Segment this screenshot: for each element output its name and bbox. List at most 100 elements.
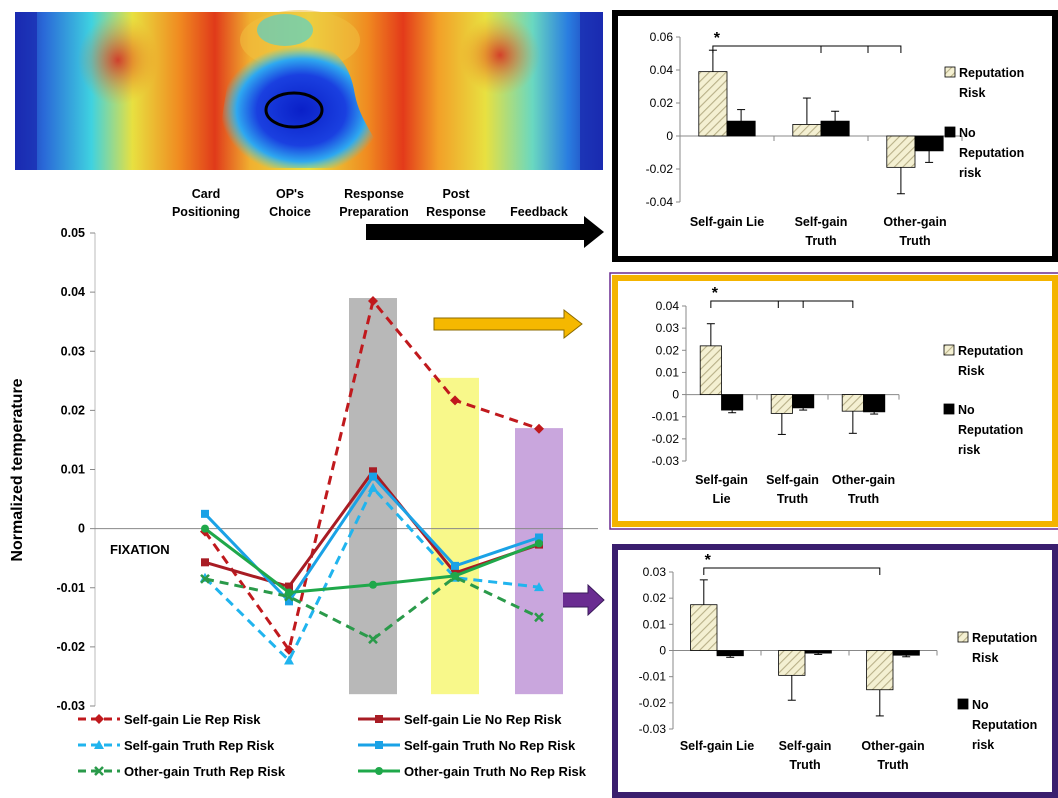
y-tick-label-4: -0.02 (646, 162, 674, 176)
category-label-3-1: Other-gain (883, 215, 946, 229)
legend-label-1-2: Risk (958, 364, 984, 378)
bar-s2-c1 (726, 120, 756, 137)
legend-label-3: Self-gain Truth Rep Risk (124, 738, 275, 753)
bar-s2-c2 (820, 120, 850, 137)
series-6-point-1 (201, 524, 209, 533)
legend-marker-3 (94, 740, 104, 749)
bar-s1-c1 (690, 604, 718, 651)
y-tick-label-4: 0.01 (61, 463, 85, 477)
category-label-2-2: Truth (777, 492, 808, 506)
legend-label-2-1: No (958, 403, 975, 417)
panel-frame (612, 544, 1058, 798)
legend-label-2-3: risk (958, 443, 980, 457)
y-tick-label-1: 0.04 (61, 285, 85, 299)
bar-panel-2: 0.04 0.03 0.02 0.01 0 -0.01 -0.02 -0.03 * Self-ga… (609, 272, 1058, 530)
significance-star: * (712, 285, 719, 302)
y-tick-label-0: 0.03 (643, 565, 667, 579)
category-label-3-2: Truth (877, 758, 908, 772)
series-6-point-4 (451, 571, 459, 580)
bar-s1-c3 (866, 650, 894, 691)
legend-marker-2 (375, 715, 383, 723)
legend-swatch-2 (957, 698, 969, 710)
significance-bracket (710, 300, 854, 308)
panel-outer-border (609, 272, 1058, 530)
bar-panel-3: 0.03 0.02 0.01 0 -0.01 -0.02 -0.03 * Self-gain L… (612, 544, 1058, 798)
significance-star: * (714, 30, 721, 47)
stage-label-5: Feedback (510, 205, 568, 219)
legend-label-1-1: Reputation (958, 344, 1023, 358)
bar-s2-c3 (892, 650, 920, 656)
legend-label-1-2: Risk (972, 651, 998, 665)
legend-label-1-1: Reputation (959, 66, 1024, 80)
y-tick-label-3: 0 (666, 129, 673, 143)
y-tick-label-4: 0 (672, 388, 679, 402)
bar-s2-c3 (914, 135, 944, 152)
legend-marker-5 (94, 766, 104, 776)
series-5-point-1 (200, 573, 210, 584)
bar-s1-c2 (778, 650, 806, 676)
y-tick-label-7: -0.03 (652, 454, 680, 468)
y-tick-label-5: 0 (78, 522, 85, 536)
series-6-point-2 (285, 588, 293, 597)
arrow-to-panel-3 (555, 583, 605, 617)
series-1-point-3 (368, 295, 378, 306)
y-axis-label: Normalized temperature (9, 378, 26, 561)
y-tick-label-3: 0 (659, 644, 666, 658)
significance-bracket (712, 45, 902, 53)
y-tick-label-2: 0.02 (656, 343, 680, 357)
category-label-3-1: Other-gain (861, 739, 924, 753)
y-tick-label-6: -0.03 (639, 722, 667, 736)
bar-s1-c1 (698, 71, 728, 137)
significance-bracket (703, 567, 881, 575)
y-tick-label-6: -0.01 (57, 581, 86, 595)
series-6 (201, 524, 543, 597)
legend-label-2-2: Reputation (958, 423, 1023, 437)
legend-marker-4 (375, 741, 383, 749)
series-6-point-3 (369, 580, 377, 589)
category-label-2-1: Self-gain (766, 473, 819, 487)
y-tick-label-5: -0.02 (639, 696, 667, 710)
series-1-point-4 (450, 395, 460, 406)
series-3-point-2 (284, 655, 294, 665)
y-tick-label-8: -0.03 (57, 699, 86, 713)
y-tick-label-0: 0.05 (61, 226, 85, 240)
legend-label-2-3: risk (972, 738, 994, 752)
series-5-point-3 (368, 634, 378, 645)
stage-label-1-line2: Positioning (172, 205, 240, 219)
significance-star: * (705, 552, 712, 569)
series-1-point-5 (534, 423, 544, 434)
y-tick-label-2: 0.02 (650, 96, 674, 110)
main-line-chart: Normalized temperature FIXATION 0.05 0.04… (9, 226, 598, 779)
arrow-to-panel-1 (366, 216, 604, 248)
highlight-band-2 (431, 377, 479, 695)
legend-label-2-3: risk (959, 166, 981, 180)
legend-label-1-1: Reputation (972, 631, 1037, 645)
category-label-3-2: Truth (848, 492, 879, 506)
nose-roi-ellipse (264, 91, 324, 129)
y-tick-label-7: -0.02 (57, 640, 86, 654)
bar-s1-c1 (699, 345, 722, 395)
highlight-band-3 (515, 428, 563, 695)
y-tick-label-4: -0.01 (639, 670, 667, 684)
y-tick-label-5: -0.04 (646, 195, 674, 209)
category-label-1-2: Lie (712, 492, 730, 506)
category-label-1-1: Self-gain Lie (690, 215, 764, 229)
bar-panel-1: 0.06 0.04 0.02 0 -0.02 -0.04 * Self-gain Lie Sel… (612, 10, 1058, 262)
series-4-point-4 (451, 561, 459, 570)
bar-s2-c1 (721, 394, 744, 411)
series-4-point-2 (285, 597, 293, 606)
series-4-point-3 (369, 472, 377, 481)
y-tick-label-1: 0.03 (656, 321, 680, 335)
bar-s2-c3 (863, 394, 886, 413)
legend-label-2-2: Reputation (972, 718, 1037, 732)
y-tick-label-2: 0.01 (643, 617, 667, 631)
category-label-1-1: Self-gain Lie (680, 739, 754, 753)
category-label-2-1: Self-gain (795, 215, 848, 229)
arrow-to-panel-2 (433, 308, 583, 340)
legend-label-1-2: Risk (959, 86, 985, 100)
legend-label-2-1: No (959, 126, 976, 140)
category-label-3-2: Truth (899, 234, 930, 248)
legend-marker-1 (94, 714, 104, 724)
thermal-image (15, 10, 603, 170)
legend-label-2: Self-gain Lie No Rep Risk (404, 712, 562, 727)
